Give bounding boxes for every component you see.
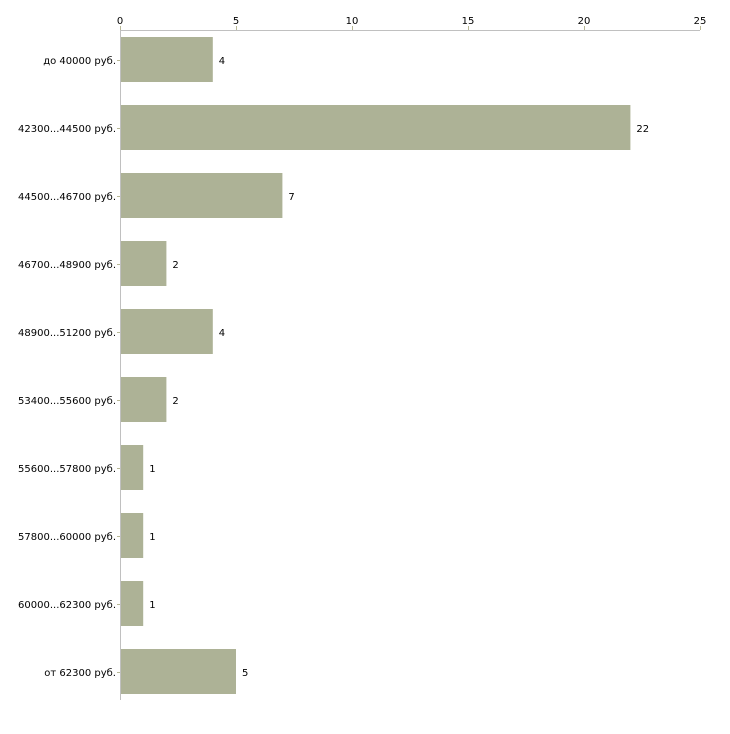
category-label: 44500...46700 руб. <box>18 192 116 203</box>
category-label: 57800...60000 руб. <box>18 532 116 543</box>
x-tick-label: 25 <box>694 16 707 27</box>
value-label: 1 <box>149 464 155 475</box>
bar <box>121 173 283 218</box>
value-label: 5 <box>242 668 248 679</box>
bar <box>121 649 236 694</box>
category-label: 42300...44500 руб. <box>18 124 116 135</box>
value-label: 7 <box>288 192 294 203</box>
bar <box>121 513 144 558</box>
value-label: 2 <box>172 260 178 271</box>
category-label: 53400...55600 руб. <box>18 396 116 407</box>
category-label: 55600...57800 руб. <box>18 464 116 475</box>
category-label: до 40000 руб. <box>43 56 116 67</box>
value-label: 22 <box>636 124 649 135</box>
value-label: 4 <box>219 328 225 339</box>
x-tick-label: 0 <box>117 16 123 27</box>
x-tick-label: 10 <box>346 16 359 27</box>
category-label: от 62300 руб. <box>44 668 116 679</box>
value-label: 1 <box>149 532 155 543</box>
bar <box>121 377 167 422</box>
bar <box>121 309 213 354</box>
category-label: 60000...62300 руб. <box>18 600 116 611</box>
bar <box>121 241 167 286</box>
category-label: 46700...48900 руб. <box>18 260 116 271</box>
value-label: 1 <box>149 600 155 611</box>
value-label: 2 <box>172 396 178 407</box>
value-label: 4 <box>219 56 225 67</box>
bar <box>121 37 213 82</box>
bar <box>121 581 144 626</box>
bar <box>121 445 144 490</box>
category-label: 48900...51200 руб. <box>18 328 116 339</box>
x-tick-label: 20 <box>578 16 591 27</box>
x-tick-label: 15 <box>462 16 475 27</box>
bar <box>121 105 631 150</box>
x-tick-label: 5 <box>233 16 239 27</box>
